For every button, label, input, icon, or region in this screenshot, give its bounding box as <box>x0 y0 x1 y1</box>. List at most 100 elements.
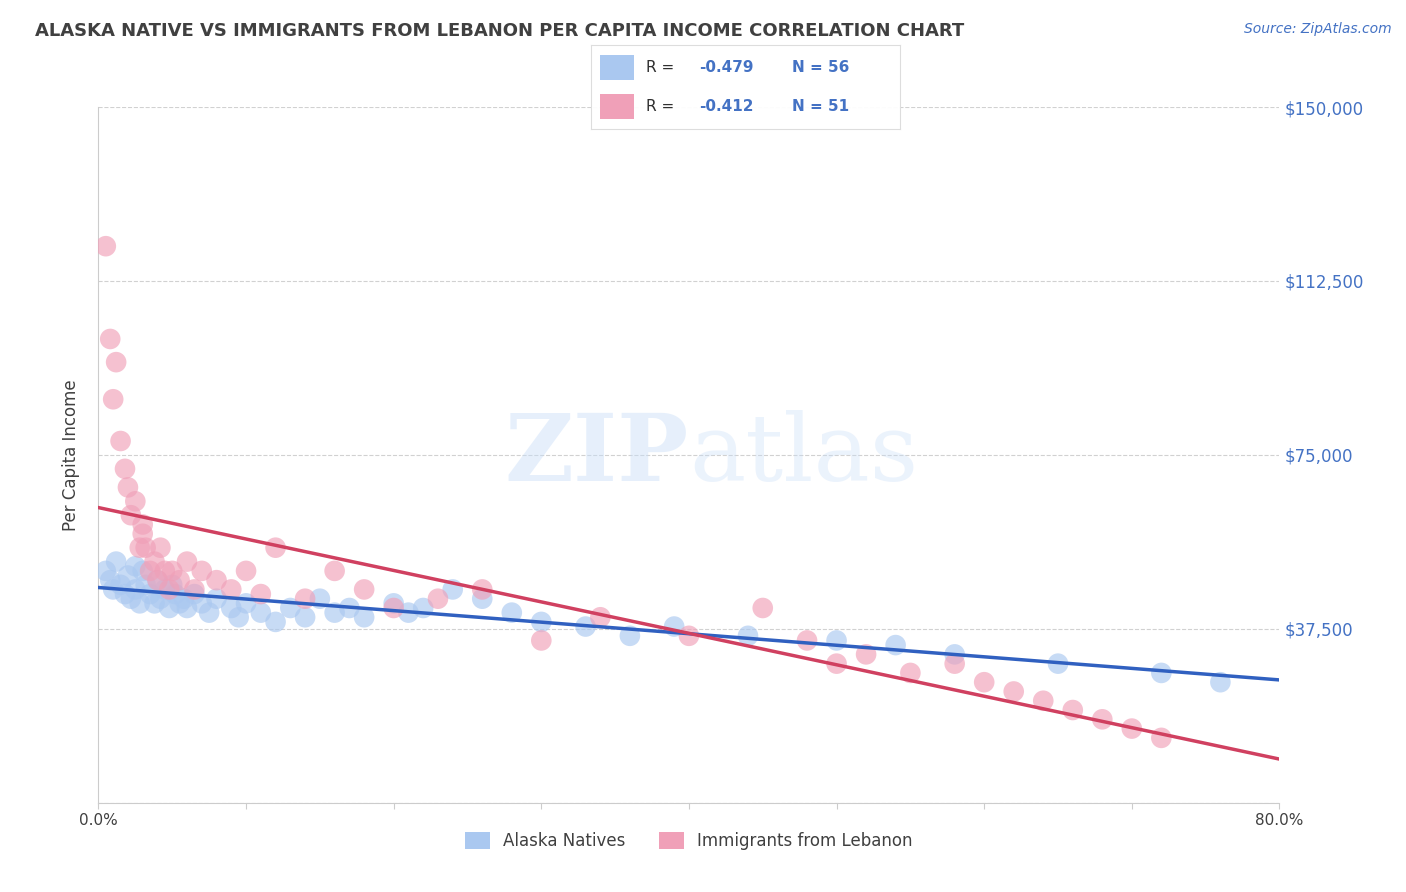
Point <box>339 601 361 615</box>
Point <box>1062 703 1084 717</box>
Point <box>235 564 257 578</box>
Point <box>124 559 146 574</box>
Point <box>191 596 214 610</box>
Point <box>294 591 316 606</box>
Bar <box>600 54 634 80</box>
Point <box>169 573 191 587</box>
Point <box>105 355 128 369</box>
Point <box>280 601 302 615</box>
Point <box>117 480 139 494</box>
Point <box>973 675 995 690</box>
Point <box>105 555 128 569</box>
Point <box>664 619 686 633</box>
Point <box>149 541 172 555</box>
Point <box>1150 665 1173 680</box>
Point <box>183 582 205 597</box>
Point <box>796 633 818 648</box>
Point <box>250 606 273 620</box>
Point <box>110 434 132 448</box>
Point <box>124 494 146 508</box>
Point <box>198 606 221 620</box>
Point <box>162 578 183 592</box>
Point <box>471 591 494 606</box>
Point <box>737 629 759 643</box>
Point <box>183 587 205 601</box>
Point <box>235 596 257 610</box>
Point <box>353 582 375 597</box>
Point <box>117 568 139 582</box>
Point <box>157 582 180 597</box>
Y-axis label: Per Capita Income: Per Capita Income <box>62 379 80 531</box>
Point <box>250 587 273 601</box>
Point <box>132 526 155 541</box>
Point <box>176 601 198 615</box>
Point <box>943 657 966 671</box>
Point <box>128 596 150 610</box>
Text: -0.479: -0.479 <box>699 60 754 75</box>
Point <box>103 392 125 407</box>
Point <box>205 591 228 606</box>
Point <box>1002 684 1025 698</box>
Point <box>412 601 434 615</box>
Point <box>114 587 136 601</box>
Point <box>157 601 180 615</box>
Point <box>294 610 316 624</box>
Text: Source: ZipAtlas.com: Source: ZipAtlas.com <box>1244 22 1392 37</box>
Point <box>619 629 641 643</box>
Point <box>169 596 191 610</box>
Point <box>94 239 117 253</box>
Point <box>264 615 287 629</box>
Point <box>309 591 332 606</box>
Point <box>149 591 172 606</box>
Text: ZIP: ZIP <box>505 410 689 500</box>
Point <box>900 665 922 680</box>
Legend: Alaska Natives, Immigrants from Lebanon: Alaska Natives, Immigrants from Lebanon <box>458 826 920 857</box>
Point <box>530 633 553 648</box>
Point <box>143 596 166 610</box>
Point <box>441 582 464 597</box>
Point <box>398 606 420 620</box>
Point <box>752 601 775 615</box>
Point <box>135 578 157 592</box>
Text: atlas: atlas <box>689 410 918 500</box>
Point <box>103 582 125 597</box>
Point <box>825 633 848 648</box>
Point <box>1091 712 1114 726</box>
Point <box>98 332 121 346</box>
Point <box>132 564 155 578</box>
Point <box>323 606 346 620</box>
Text: R =: R = <box>647 60 679 75</box>
Point <box>221 601 243 615</box>
Point <box>165 587 187 601</box>
Point <box>1121 722 1143 736</box>
Point <box>124 582 146 597</box>
Point <box>94 564 117 578</box>
Text: R =: R = <box>647 99 679 114</box>
Point <box>530 615 553 629</box>
Point <box>575 619 598 633</box>
Point <box>139 564 162 578</box>
Point <box>135 541 157 555</box>
Point <box>427 591 450 606</box>
Point <box>139 587 162 601</box>
Text: N = 56: N = 56 <box>792 60 849 75</box>
Point <box>110 578 132 592</box>
Point <box>678 629 700 643</box>
Point <box>120 508 142 523</box>
Point <box>162 564 183 578</box>
Point <box>153 564 176 578</box>
Point <box>98 573 121 587</box>
Point <box>1150 731 1173 745</box>
Point <box>825 657 848 671</box>
Point <box>132 517 155 532</box>
Point <box>221 582 243 597</box>
Point <box>120 591 142 606</box>
Point <box>589 610 612 624</box>
Point <box>855 648 877 662</box>
Point <box>382 596 405 610</box>
Point <box>471 582 494 597</box>
Point <box>323 564 346 578</box>
Point <box>382 601 405 615</box>
Text: ALASKA NATIVE VS IMMIGRANTS FROM LEBANON PER CAPITA INCOME CORRELATION CHART: ALASKA NATIVE VS IMMIGRANTS FROM LEBANON… <box>35 22 965 40</box>
Point <box>176 555 198 569</box>
